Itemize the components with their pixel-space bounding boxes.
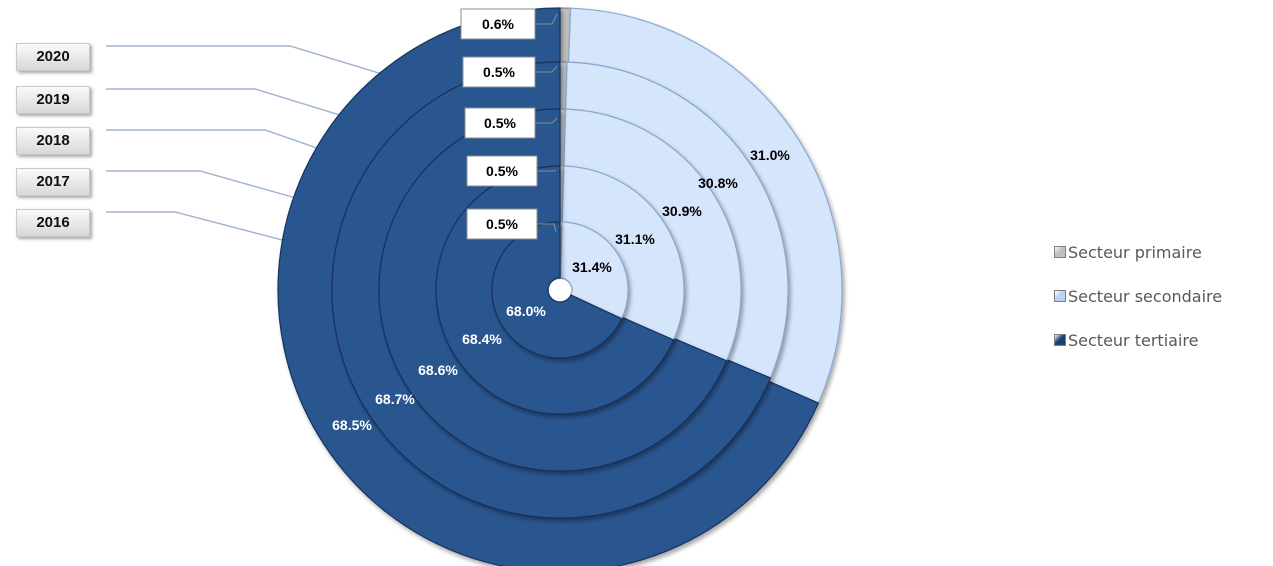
label-secondaire-2017: 31.1% (615, 231, 655, 247)
year-leader-2020 (106, 45, 396, 79)
callout-leader-2017 (537, 169, 557, 172)
data-labels: 31.4%31.1% 30.9% 30.8% 31.0% 68.0%68.4%68.6%… (332, 147, 790, 433)
label-tertiaire-2017: 68.4% (462, 331, 502, 347)
callout-box-2020 (460, 8, 536, 40)
year-label-2020: 2020 (16, 43, 90, 71)
callout-leader-2020 (535, 13, 558, 25)
year-label-2016: 2016 (16, 209, 90, 237)
legend-item-secondaire: Secteur secondaire (1054, 274, 1222, 318)
callout-leader-2016 (537, 223, 557, 233)
legend-swatch-tertiaire (1054, 334, 1066, 346)
legend: Secteur primaire Secteur secondaire Sect… (1054, 230, 1222, 362)
legend-item-tertiaire: Secteur tertiaire (1054, 318, 1222, 362)
label-tertiaire-2018: 68.6% (418, 362, 458, 378)
legend-item-primaire: Secteur primaire (1054, 230, 1222, 274)
year-label-2017: 2017 (16, 168, 90, 196)
legend-swatch-primaire (1054, 246, 1066, 258)
donut-hole (549, 279, 571, 301)
label-tertiaire-2019: 68.7% (375, 391, 415, 407)
donut-rings (277, 7, 843, 566)
label-primaire-2019: 0.5% (483, 64, 515, 80)
label-secondaire-2018: 30.9% (662, 203, 702, 219)
callout-leader-2018 (535, 117, 558, 124)
callout-box-2018 (464, 107, 536, 139)
callout-box-2016 (466, 208, 538, 240)
label-secondaire-2016: 31.4% (572, 259, 612, 275)
slice-tertiaire-2016 (491, 221, 623, 359)
label-primaire-2020: 0.6% (482, 16, 514, 32)
label-tertiaire-2020: 68.5% (332, 417, 372, 433)
label-primaire-2018: 0.5% (484, 115, 516, 131)
legend-label-secondaire: Secteur secondaire (1068, 286, 1223, 306)
callout-leader-2019 (535, 65, 558, 73)
legend-label-tertiaire: Secteur tertiaire (1068, 330, 1199, 350)
primary-callouts: 0.6% 0.5% 0.5% 0.5% 0.5% (460, 8, 558, 240)
slice-secondaire-2016 (559, 221, 629, 320)
label-tertiaire-2016: 68.0% (506, 303, 546, 319)
label-primaire-2017: 0.5% (486, 163, 518, 179)
year-label-2019: 2019 (16, 86, 90, 114)
year-label-2018: 2018 (16, 127, 90, 155)
callout-box-2019 (462, 56, 536, 88)
legend-label-primaire: Secteur primaire (1068, 242, 1202, 262)
label-secondaire-2019: 30.8% (698, 175, 738, 191)
callout-box-2017 (466, 155, 538, 187)
label-secondaire-2020: 31.0% (750, 147, 790, 163)
label-primaire-2016: 0.5% (486, 216, 518, 232)
legend-swatch-secondaire (1054, 290, 1066, 302)
